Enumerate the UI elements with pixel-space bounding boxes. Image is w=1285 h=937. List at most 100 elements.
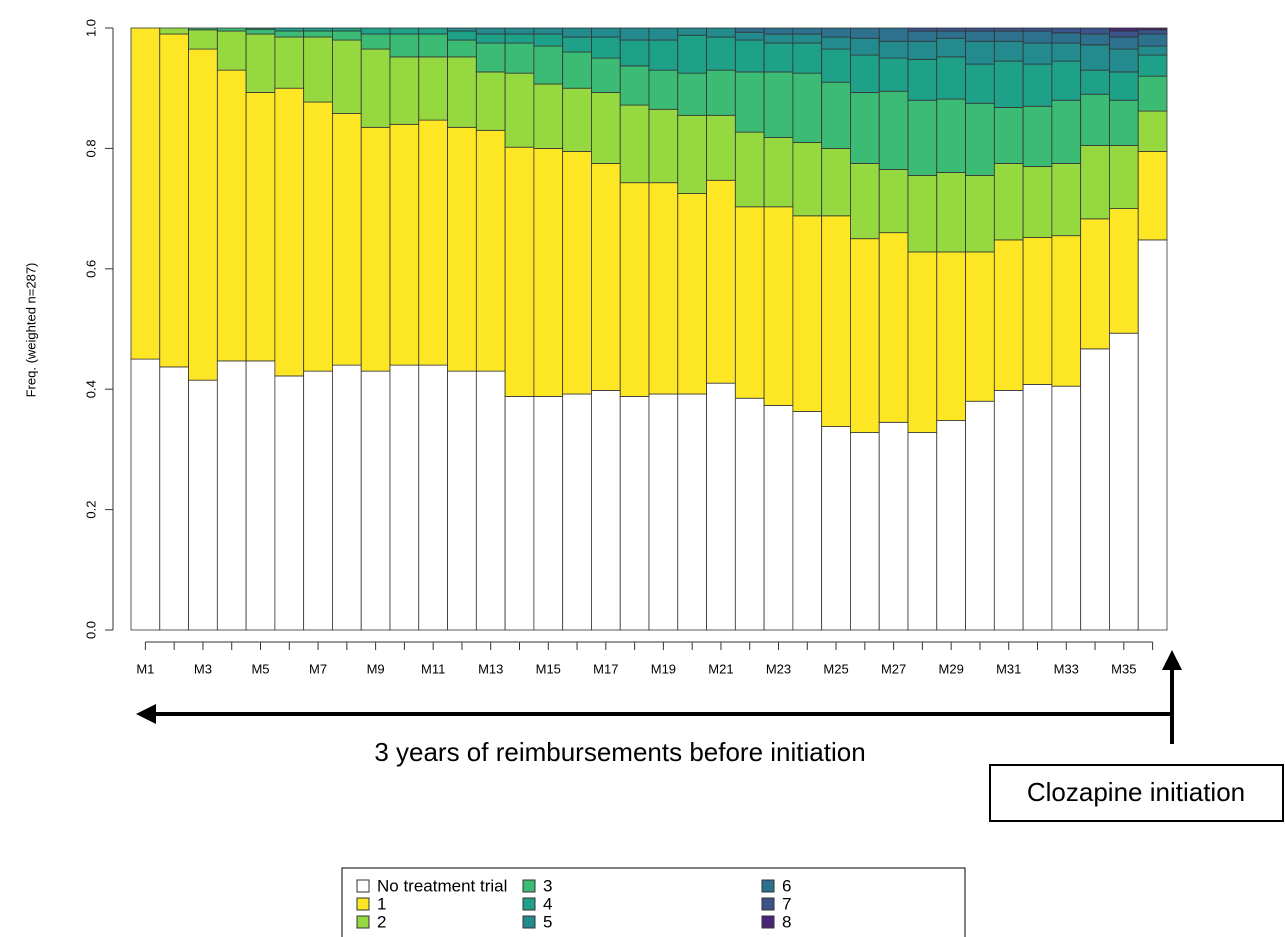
bar-segment (447, 27, 477, 32)
bar-segment (734, 39, 765, 73)
bar-segment (619, 104, 650, 184)
bar-segment (389, 364, 420, 631)
bar-segment (1109, 48, 1139, 73)
x-tick-label: M21 (708, 661, 733, 676)
bar-segment (792, 27, 823, 35)
y-tick-label: 0.4 (83, 380, 98, 398)
bar-segment (1109, 30, 1139, 38)
bar-segment (965, 400, 995, 631)
bar-segment (677, 114, 707, 194)
bar-segment (792, 33, 823, 44)
legend-label: 2 (377, 912, 386, 931)
bar-segment (216, 360, 247, 631)
bar-segment (1137, 110, 1168, 152)
x-tick-label: M23 (766, 661, 791, 676)
bar-segment (562, 393, 592, 631)
bar-segment (504, 33, 535, 44)
bar-segment (245, 27, 276, 30)
bar-segment (993, 390, 1024, 631)
bar-segment (418, 27, 448, 35)
bar-segment (245, 33, 276, 93)
bar-segment (1022, 166, 1053, 238)
bar-segment (677, 34, 707, 74)
bar-segment (648, 393, 679, 631)
bar-segment (878, 421, 909, 631)
bar-segment (1051, 32, 1082, 44)
bar-segment (792, 141, 823, 217)
bar-segment (993, 27, 1024, 32)
y-tick-label: 0.0 (83, 621, 98, 639)
bar-segment (734, 31, 765, 41)
bar-segment (303, 101, 333, 372)
x-tick-label: M33 (1054, 661, 1079, 676)
bar-segment (878, 169, 909, 234)
bar-segment (850, 432, 880, 631)
bar-segment (965, 30, 995, 42)
bar-segment (418, 119, 448, 366)
bar-segment (763, 405, 794, 631)
legend-label: 7 (782, 894, 791, 913)
bar-segment (332, 113, 362, 366)
bar-segment (1109, 36, 1139, 50)
legend-label: No treatment trial (377, 876, 507, 895)
x-tick-label: M3 (194, 661, 212, 676)
bar-segment (1022, 237, 1053, 385)
bar-segment (1051, 42, 1082, 62)
bar-segment (706, 382, 736, 631)
bar-segment (245, 92, 276, 362)
bar-segment (1080, 44, 1110, 71)
legend-swatch (522, 879, 536, 893)
bar-segment (332, 30, 362, 41)
bar-segment (821, 81, 851, 149)
bar-segment (850, 92, 880, 164)
bar-segment (763, 137, 794, 208)
bar-segment (619, 65, 650, 106)
bar-segment (821, 48, 851, 83)
x-tick-label: M5 (251, 661, 269, 676)
bar-segment (591, 163, 621, 391)
bar-segment (1080, 69, 1110, 95)
bar-segment (418, 56, 448, 121)
legend-box (341, 867, 966, 937)
bar-segment (1080, 27, 1110, 35)
bar-segment (821, 215, 851, 427)
bar-segment (965, 40, 995, 65)
bar-segment (850, 27, 880, 39)
bar-segment (533, 147, 564, 397)
legend-swatch (356, 879, 370, 893)
bar-segment (792, 215, 823, 412)
bar-segment (1109, 71, 1139, 101)
legend-label: 8 (782, 912, 791, 931)
bar-segment (504, 72, 535, 148)
bar-segment (907, 251, 938, 433)
y-axis-label: Freq. (weighted n=287) (23, 263, 38, 398)
bar-segment (475, 33, 506, 44)
annotation: Clozapine initiation (1027, 777, 1245, 807)
x-tick-label: M15 (536, 661, 561, 676)
bar-segment (591, 92, 621, 164)
bar-segment (475, 129, 506, 372)
bar-segment (821, 27, 851, 38)
bar-segment (475, 27, 506, 35)
bar-segment (821, 426, 851, 631)
bar-segment (130, 358, 161, 631)
bar-segment (360, 27, 391, 35)
bar-segment (936, 37, 966, 58)
x-tick-label: M13 (478, 661, 503, 676)
bar-segment (1022, 30, 1053, 44)
bar-segment (1080, 144, 1110, 220)
bar-segment (1137, 29, 1168, 35)
y-tick-label: 0.8 (83, 139, 98, 157)
bar-segment (533, 83, 564, 149)
x-tick-label: M25 (823, 661, 848, 676)
bar-segment (274, 87, 305, 377)
bar-segment (447, 39, 477, 58)
bar-segment (907, 40, 938, 60)
legend-swatch (761, 915, 775, 929)
legend-label: 1 (377, 894, 386, 913)
bar-segment (792, 411, 823, 631)
bar-segment (1137, 27, 1168, 31)
bar-segment (734, 131, 765, 208)
x-tick-label: M7 (309, 661, 327, 676)
